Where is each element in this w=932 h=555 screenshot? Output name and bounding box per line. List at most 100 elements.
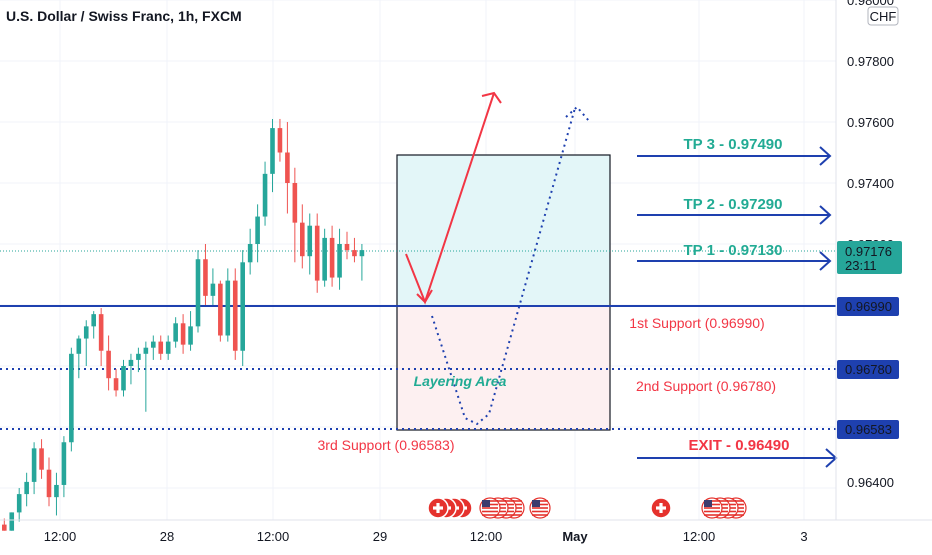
candle-body: [128, 359, 134, 366]
candle-body: [91, 314, 96, 327]
candle: [106, 335, 111, 391]
current-price-tag: [837, 241, 902, 274]
candle-body: [352, 250, 357, 257]
candle: [247, 228, 253, 275]
price-tag-1-value: 0.96990: [845, 299, 892, 314]
time-tick-label: 3: [800, 529, 807, 544]
candle-body: [285, 152, 290, 183]
candle: [31, 442, 37, 495]
candle: [180, 314, 186, 354]
candle-body: [24, 481, 29, 495]
candle-body: [106, 350, 111, 379]
candle: [61, 436, 67, 498]
candle: [262, 161, 268, 226]
time-tick-label: 29: [373, 529, 387, 544]
candle: [300, 204, 305, 269]
candle-body: [240, 262, 245, 351]
candle: [203, 244, 208, 305]
candle: [322, 228, 327, 287]
candle-body: [16, 494, 22, 513]
price-tick-label: 0.97800: [847, 54, 894, 69]
target-zone-box: [396, 154, 611, 307]
time-tick-label: 12:00: [683, 529, 716, 544]
us-flag-icon[interactable]: [479, 497, 501, 519]
candle: [285, 122, 290, 214]
candle-body: [300, 222, 305, 257]
candle-body: [113, 378, 119, 391]
time-tick-label: 12:00: [257, 529, 290, 544]
price-tag-2-value: 0.96780: [845, 362, 892, 377]
candle-body: [173, 323, 178, 342]
candle: [195, 250, 201, 333]
candle: [173, 317, 178, 348]
countdown-value: 23:11: [845, 258, 877, 273]
candle: [76, 335, 82, 379]
candle-body: [329, 237, 335, 278]
candle: [314, 213, 320, 293]
time-tick-label: 28: [160, 529, 174, 544]
candle-body: [203, 259, 208, 296]
price-tick-label: 0.96400: [847, 475, 894, 490]
candle: [352, 237, 357, 263]
candle-body: [61, 442, 67, 485]
candle-body: [277, 128, 283, 153]
candle-body: [180, 323, 186, 345]
candle: [2, 518, 7, 531]
candle-body: [218, 283, 223, 336]
candle: [136, 347, 141, 373]
candle: [24, 472, 29, 507]
candle: [83, 320, 89, 366]
candle-body: [158, 341, 164, 354]
candle: [69, 347, 74, 452]
economic-events[interactable]: [427, 497, 747, 519]
candle: [218, 280, 223, 342]
time-tick-label: 12:00: [470, 529, 503, 544]
price-tick-label: 0.97400: [847, 176, 894, 191]
price-tick-label: 0.97600: [847, 115, 894, 130]
support-2-label: 2nd Support (0.96780): [636, 378, 776, 394]
us-flag-icon[interactable]: [701, 497, 723, 519]
candlestick-series: [2, 118, 365, 531]
candle-body: [165, 341, 171, 354]
layering-area-label: Layering Area: [414, 373, 507, 389]
swiss-flag-icon[interactable]: [650, 497, 672, 519]
candle-body: [98, 314, 104, 351]
candle: [16, 488, 22, 522]
time-axis[interactable]: 12:00 28 12:00 29 12:00 May 12:00 3: [44, 529, 808, 544]
candle: [344, 231, 350, 260]
candle-body: [359, 250, 365, 257]
candle: [143, 341, 149, 412]
tp1-label: TP 1 - 0.97130: [684, 242, 783, 259]
current-price-value: 0.97176: [845, 244, 892, 259]
candle: [329, 225, 335, 287]
candle: [121, 359, 126, 397]
us-flag-icon[interactable]: [529, 497, 551, 519]
swiss-flag-icon[interactable]: [427, 497, 449, 519]
candle-body: [314, 225, 320, 281]
candle-body: [9, 512, 15, 531]
candle-body: [151, 341, 156, 348]
candle: [151, 335, 156, 360]
price-tag-3: [837, 420, 899, 439]
candle-body: [322, 237, 327, 281]
candle-body: [46, 469, 52, 498]
candle: [9, 512, 15, 531]
candle: [54, 472, 59, 516]
candle-body: [76, 338, 82, 354]
candle-body: [344, 244, 350, 251]
price-tag-2: [837, 360, 899, 379]
candle-body: [31, 448, 37, 482]
candle-body: [188, 326, 193, 345]
candle-body: [232, 280, 238, 351]
candle-body: [83, 326, 89, 339]
candle: [46, 457, 52, 507]
candle: [359, 244, 365, 281]
candle-body: [39, 448, 44, 470]
candle: [210, 268, 216, 305]
candle-body: [292, 183, 298, 223]
time-tick-label: 12:00: [44, 529, 77, 544]
candle: [39, 439, 44, 479]
candle: [232, 268, 238, 360]
